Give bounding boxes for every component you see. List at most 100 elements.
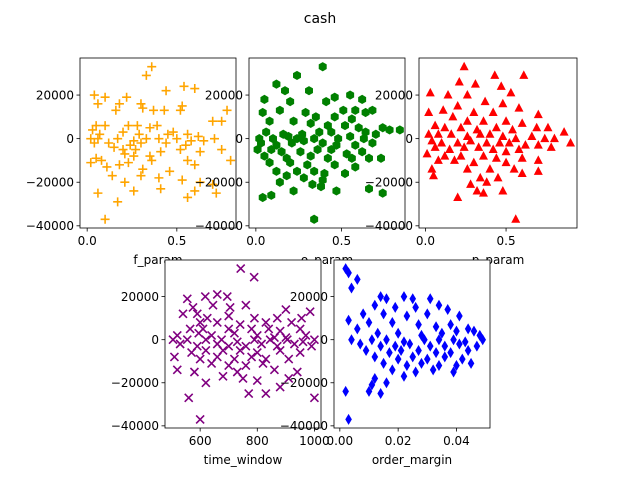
data-point [501,146,511,156]
data-point [161,138,171,148]
data-point [351,162,360,172]
y-tick-label: −20000 [195,176,243,190]
data-point [224,324,234,334]
data-point [252,376,262,386]
data-point [293,166,301,176]
data-point [318,138,327,148]
data-point [136,138,146,148]
data-point [427,135,437,145]
data-point [104,138,114,148]
data-point [89,138,99,148]
y-tick-label: 0 [151,333,159,347]
data-point [342,263,349,275]
data-point [427,164,437,173]
data-point [265,158,274,168]
data-point [374,327,382,339]
data-point [474,142,484,151]
data-point [383,293,390,305]
data-point [371,129,380,139]
data-point [351,140,360,150]
data-point [456,338,463,350]
data-point [100,214,110,224]
data-point [447,347,454,359]
data-point [453,138,463,147]
data-point [441,351,449,363]
data-point [389,316,396,328]
data-point [249,272,259,282]
data-point [485,164,495,173]
data-point [533,109,543,119]
data-point [145,123,155,133]
y-tick-label: −20000 [365,176,413,190]
series-o_param [253,62,404,224]
y-tick-label: −20000 [26,176,74,190]
data-point [449,155,459,164]
x-axis-label: time_window [204,453,283,467]
data-point [475,129,485,138]
data-point [258,358,268,368]
data-point [241,300,251,310]
data-point [383,334,390,346]
data-point [458,353,466,365]
data-point [235,320,245,330]
data-point [308,179,317,190]
data-point [438,105,448,114]
data-point [368,138,377,148]
data-point [433,155,443,164]
data-point [456,151,466,160]
data-point [453,325,460,337]
data-point [444,304,452,316]
data-point [301,107,310,118]
data-point [469,157,479,167]
data-point [209,134,219,144]
data-point [527,131,537,140]
data-point [473,340,481,352]
data-point [501,157,511,167]
data-point [260,94,269,105]
data-point [224,341,234,351]
data-point [559,127,569,136]
data-point [225,302,235,312]
data-point [517,168,527,178]
data-point [222,105,232,115]
data-point [514,144,524,154]
data-point [226,155,236,165]
data-point [183,155,193,165]
data-point [478,116,488,125]
data-point [317,181,325,192]
data-point [409,351,417,363]
data-point [136,99,146,109]
data-point [168,335,178,345]
data-point [91,153,101,163]
data-point [435,360,443,372]
data-point [296,147,305,157]
data-point [194,328,204,338]
data-point [252,330,262,340]
data-point [400,370,408,382]
data-point [322,96,331,107]
data-point [145,151,155,161]
data-point [100,121,110,131]
data-point [95,129,105,139]
data-point [122,92,132,102]
y-tick-label: −20000 [280,376,328,390]
data-point [201,378,211,388]
data-point [217,116,227,126]
data-point [310,134,319,144]
y-tick-label: −40000 [111,419,159,433]
data-point [185,324,195,334]
data-point [125,140,135,150]
data-point [192,309,202,319]
data-point [264,324,274,334]
data-point [409,293,417,305]
data-point [327,144,336,155]
data-point [93,188,103,198]
data-point [397,344,405,356]
data-point [415,344,422,356]
data-point [443,90,453,99]
data-point [422,148,432,158]
axes-background [80,58,236,228]
data-point [310,166,319,176]
data-point [289,186,298,196]
data-point [298,337,308,347]
